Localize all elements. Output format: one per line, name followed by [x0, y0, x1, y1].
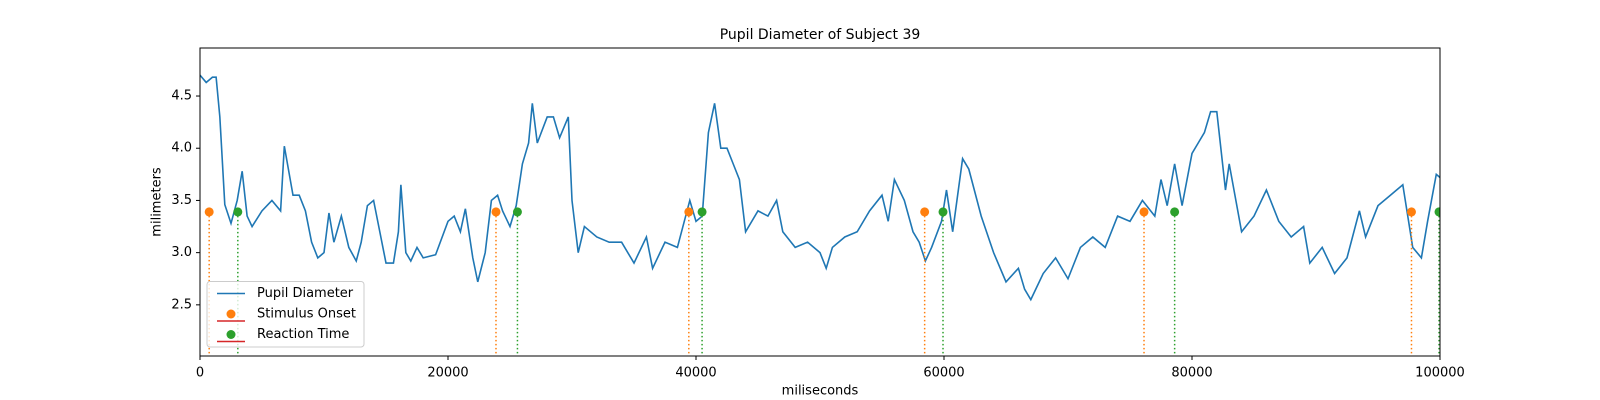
plot-area — [200, 74, 1440, 356]
plot-frame — [199, 47, 1441, 357]
legend-label: Stimulus Onset — [257, 307, 356, 322]
legend-swatch — [226, 309, 236, 319]
chart-title: Pupil Diameter of Subject 39 — [720, 27, 921, 43]
y-tick-label: 3.5 — [171, 193, 192, 208]
stem-marker — [1139, 207, 1149, 217]
x-tick-label: 0 — [196, 366, 204, 381]
y-tick-label: 2.5 — [171, 297, 192, 312]
y-tick-label: 4.0 — [171, 141, 192, 156]
legend-box — [206, 281, 365, 348]
axes: 0 20000 40000 60000 80000 100000 2.5 3.0 3.5 4.0 4… — [171, 89, 1465, 381]
x-tick-label: 80000 — [1171, 366, 1212, 381]
stem-marker — [512, 207, 522, 217]
stem-marker — [204, 207, 214, 217]
x-tick-label: 60000 — [923, 366, 964, 381]
data-line — [200, 74, 1440, 302]
legend-label: Reaction Time — [257, 327, 349, 342]
stem-marker — [1434, 207, 1440, 217]
stem-marker — [684, 207, 694, 217]
stem-marker — [233, 207, 243, 217]
legend: Pupil Diameter Stimulus Onset Reaction Tim… — [206, 281, 365, 348]
stem-marker — [1406, 207, 1416, 217]
legend-label: Pupil Diameter — [257, 286, 354, 301]
y-tick-label: 3.0 — [171, 245, 192, 260]
stem-marker — [920, 207, 930, 217]
legend-swatch — [226, 330, 236, 339]
stem-marker — [1170, 207, 1180, 217]
x-axis-label: miliseconds — [782, 384, 859, 399]
y-axis-label: milimeters — [150, 167, 165, 237]
x-tick-label: 100000 — [1415, 366, 1465, 381]
x-tick-label: 40000 — [675, 366, 716, 381]
stem-marker — [938, 207, 948, 217]
stem-marker — [491, 207, 501, 217]
y-tick-label: 4.5 — [171, 89, 192, 104]
stem-marker — [697, 207, 707, 217]
x-tick-label: 20000 — [427, 366, 468, 381]
